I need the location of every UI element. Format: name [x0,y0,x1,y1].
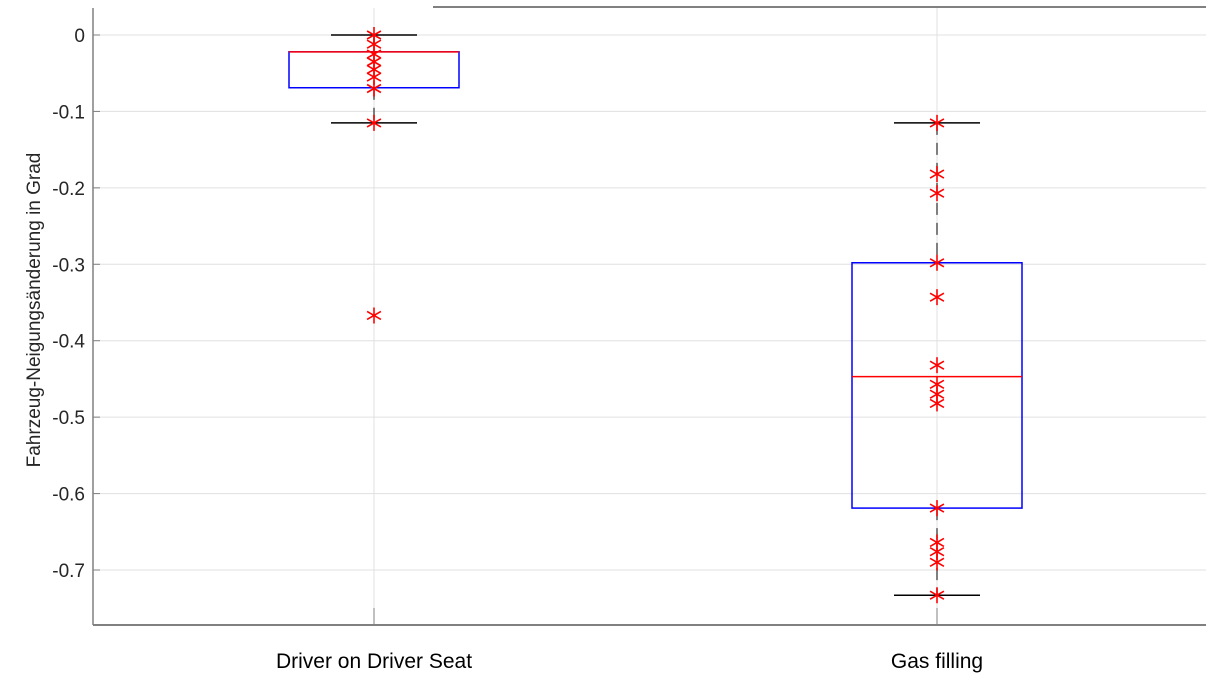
data-point [929,395,945,412]
y-tick-label: -0.7 [52,561,85,582]
data-point [929,289,945,306]
data-point-stroke [929,118,945,128]
data-point-stroke [929,546,945,557]
data-point-stroke [929,398,945,409]
data-point [929,114,945,131]
y-tick-label: -0.4 [52,332,85,353]
box-group [851,114,1023,604]
data-point [366,80,382,97]
y-tick-label: -0.2 [52,179,85,200]
data-point-stroke [929,590,945,600]
data-point-stroke [929,537,945,548]
y-tick-label: -0.5 [52,408,85,429]
data-point-stroke [929,379,945,389]
data-point-stroke [929,389,945,399]
data-point [929,357,945,374]
y-axis-label: Fahrzeug-Neigungsänderung in Grad [24,153,45,468]
data-point [929,166,945,183]
data-point [929,500,945,517]
data-point [366,307,382,324]
data-point-stroke [929,188,945,198]
data-point [366,114,382,131]
data-point-stroke [929,360,945,370]
boxes [288,27,1023,604]
x-category-label: Gas filling [891,650,983,673]
data-point-stroke [929,503,945,513]
y-tick-label: -0.3 [52,255,85,276]
grid-lines [93,8,1206,625]
data-point [929,554,945,571]
tick-labels: 0 -0.1 -0.2 -0.3 -0.4 -0.5 -0.6 -0.7 Driver on D… [52,26,983,673]
data-point-stroke [366,39,382,49]
data-point-stroke [929,169,945,179]
data-point-stroke [929,557,945,568]
data-point-stroke [366,83,382,94]
x-category-label: Driver on Driver Seat [276,650,472,673]
y-tick-label: 0 [74,26,85,47]
box-group [288,27,460,324]
data-point-stroke [366,118,382,128]
data-point-stroke [366,310,382,321]
data-point-stroke [366,72,382,82]
data-point [929,587,945,604]
y-tick-label: -0.1 [52,102,85,123]
data-point [929,254,945,271]
data-point-stroke [929,258,945,268]
y-tick-label: -0.6 [52,485,85,506]
data-point-stroke [929,292,945,302]
axes [92,6,1206,626]
data-point-stroke [366,30,382,40]
data-point [929,185,945,202]
